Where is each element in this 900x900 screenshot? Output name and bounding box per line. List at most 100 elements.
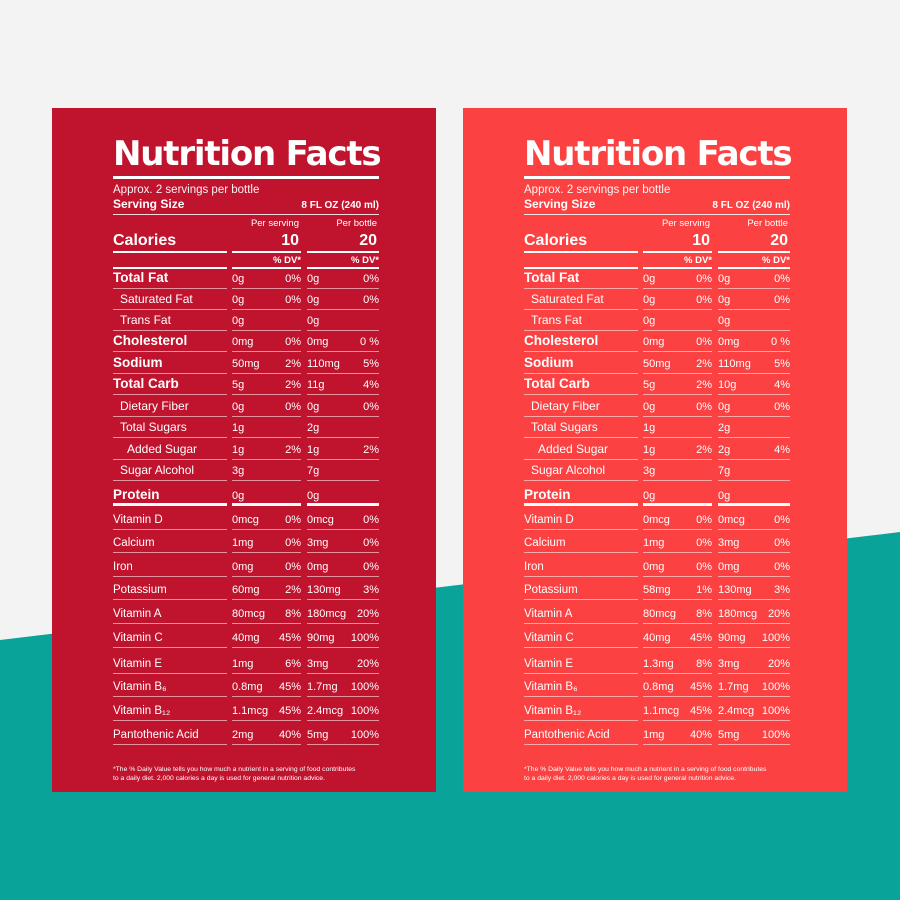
nutrition-panel-light: Nutrition Facts Approx. 2 servings per bo… [463, 108, 847, 792]
dv-per-serving: 2% [285, 584, 301, 596]
nutrient-row: Potassium 58mg 1% 130mg 3% [524, 577, 790, 600]
nutrient-name: Vitamin D [113, 514, 163, 526]
nutrient-name: Iron [113, 561, 133, 573]
row-rule [232, 647, 301, 648]
nutrient-row: Total Sugars 1g 2g [113, 417, 379, 438]
nutrient-row: Vitamin A 80mcg 8% 180mcg 20% [113, 600, 379, 624]
row-rule [307, 576, 379, 577]
row-rule [307, 437, 379, 438]
row-rule [524, 647, 638, 648]
nutrient-row: Protein 0g 0g [113, 481, 379, 506]
row-rule [643, 576, 712, 577]
amount-per-serving: 0g [643, 273, 656, 285]
row-rule [232, 373, 301, 374]
calories-per-bottle: 20 [359, 232, 377, 249]
row-rule [232, 696, 301, 697]
dv-per-serving: 45% [689, 632, 712, 644]
amount-per-serving: 1.3mg [643, 658, 674, 670]
footnote-line: *The % Daily Value tells you how much a … [524, 766, 767, 773]
row-rule [718, 623, 790, 624]
row-rule [643, 394, 712, 395]
nutrient-row: Dietary Fiber 0g 0% 0g 0% [113, 395, 379, 417]
row-rule [718, 599, 790, 600]
calories-label: Calories [113, 232, 177, 249]
row-rule [718, 437, 790, 438]
per-bottle-column: Per bottle 20 [718, 217, 790, 253]
dv-per-serving: 40% [689, 729, 712, 741]
nutrient-row: Vitamin B₁₂ 1.1mcg 45% 2.4mcg 100% [524, 697, 790, 721]
row-rule [524, 696, 638, 697]
nutrient-name: Cholesterol [113, 333, 188, 348]
nutrition-panel-dark: Nutrition Facts Approx. 2 servings per bo… [52, 108, 436, 792]
row-rule [307, 288, 379, 289]
dv-per-bottle: 0% [774, 273, 790, 285]
nutrient-name: Total Sugars [531, 420, 598, 434]
amount-per-bottle: 2g [718, 422, 731, 434]
row-rule [113, 309, 227, 310]
amount-per-bottle: 130mg [718, 584, 752, 596]
dv-per-serving: 0% [285, 537, 301, 549]
row-rule [643, 309, 712, 310]
nutrient-name: Total Carb [113, 376, 179, 391]
dv-per-serving: 2% [696, 379, 712, 391]
row-rule [718, 720, 790, 721]
row-rule [524, 529, 638, 530]
calories-underline [113, 251, 227, 253]
amount-per-serving: 5g [232, 379, 245, 391]
serving-size-label: Serving Size [524, 197, 596, 211]
dv-per-bottle: 100% [761, 632, 790, 644]
row-rule [307, 416, 379, 417]
nutrient-row: Vitamin E 1mg 6% 3mg 20% [113, 648, 379, 674]
amount-per-bottle: 10g [718, 379, 737, 391]
amount-per-serving: 0g [232, 401, 245, 413]
dv-per-bottle: 0% [774, 514, 790, 526]
row-rule [524, 459, 638, 460]
nutrient-row: Vitamin D 0mcg 0% 0mcg 0% [113, 506, 379, 530]
row-rule [524, 288, 638, 289]
nutrient-row: Pantothenic Acid 1mg 40% 5mg 100% [524, 721, 790, 745]
dv-per-bottle: 0% [774, 561, 790, 573]
nutrient-row: Total Fat 0g 0% 0g 0% [113, 269, 379, 289]
amount-per-bottle: 3mg [307, 537, 329, 549]
row-rule [643, 744, 712, 745]
amount-per-serving: 0.8mg [643, 681, 674, 693]
row-rule [524, 673, 638, 674]
dv-per-bottle: 5% [363, 358, 379, 370]
dv-per-bottle: 20% [356, 608, 379, 620]
row-rule [718, 529, 790, 530]
row-rule [524, 480, 638, 481]
amount-per-serving: 0mg [232, 561, 254, 573]
nutrient-name: Total Fat [524, 270, 580, 285]
row-rule [232, 599, 301, 600]
row-rule [232, 480, 301, 481]
dv-per-bottle: 4% [363, 379, 379, 391]
dv-per-serving: 6% [285, 658, 301, 670]
nutrient-name: Vitamin B₁₂ [524, 705, 582, 717]
amount-per-serving: 1g [643, 444, 656, 456]
row-rule [643, 647, 712, 648]
label-title: Nutrition Facts [524, 134, 793, 174]
row-rule [307, 503, 379, 506]
dv-header-serving: % DV* [684, 255, 712, 266]
nutrient-name: Vitamin E [524, 658, 574, 670]
amount-per-serving: 1mg [643, 729, 665, 741]
amount-per-bottle: 0mcg [307, 514, 334, 526]
nutrient-name: Added Sugar [538, 442, 609, 456]
nutrient-row: Cholesterol 0mg 0% 0mg 0 % [524, 331, 790, 352]
row-rule [643, 503, 712, 506]
nutrient-row: Pantothenic Acid 2mg 40% 5mg 100% [113, 721, 379, 745]
amount-per-serving: 0mcg [643, 514, 670, 526]
footnote-line: to a daily diet. 2,000 calories a day is… [113, 775, 325, 782]
serving-size-row: Serving Size 8 FL OZ (240 ml) [524, 197, 790, 211]
row-rule [718, 696, 790, 697]
amount-per-serving: 1g [232, 422, 245, 434]
dv-per-serving: 45% [278, 632, 301, 644]
amount-per-bottle: 110mg [718, 358, 751, 370]
dv-per-serving: 0% [285, 401, 301, 413]
amount-per-bottle: 11g [307, 379, 325, 391]
daily-value-header-row: % DV* % DV* [113, 253, 379, 269]
dv-per-serving: 0% [696, 294, 712, 306]
nutrient-name: Vitamin B₆ [113, 681, 167, 693]
dv-per-serving: 45% [689, 705, 712, 717]
row-rule [524, 599, 638, 600]
